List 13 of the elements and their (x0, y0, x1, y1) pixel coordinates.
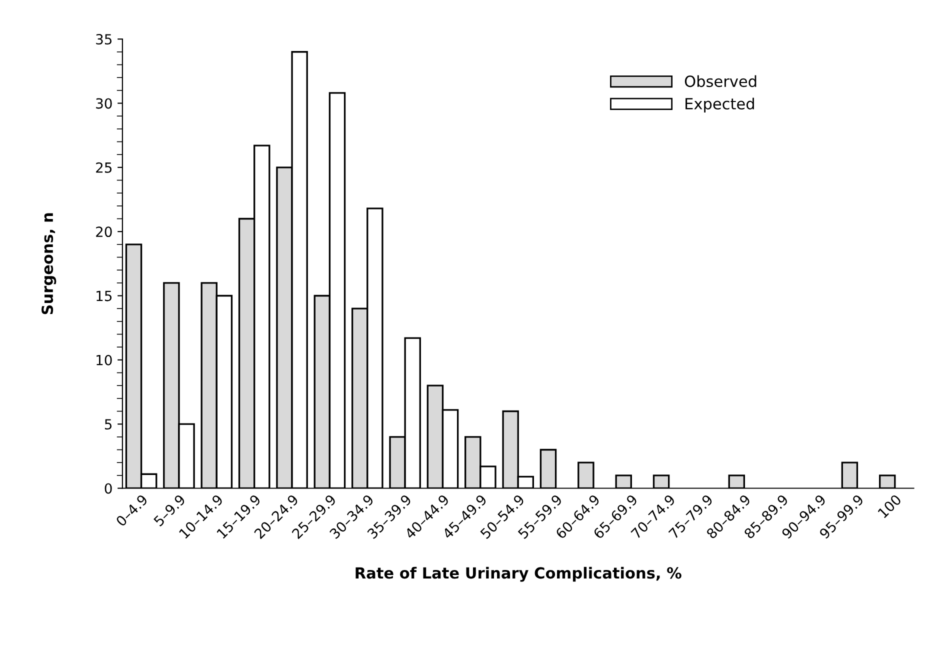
y-tick-label: 25 (96, 162, 112, 173)
legend-label: Observed (684, 75, 756, 88)
x-axis-title: Rate of Late Urinary Complications, % (356, 566, 682, 582)
y-tick-label: 35 (96, 34, 112, 45)
legend-label: Expected (686, 98, 754, 112)
x-tick-label: 100 (877, 494, 902, 518)
y-tick-label: 15 (96, 290, 112, 302)
y-tick-label: 10 (96, 354, 112, 366)
y-tick-label: 5 (104, 419, 112, 430)
y-axis-title: Surgeons, n (42, 213, 56, 314)
y-tick-label: 0 (104, 483, 112, 494)
y-tick-label: 20 (96, 226, 112, 238)
y-tick-label: 30 (96, 98, 112, 109)
